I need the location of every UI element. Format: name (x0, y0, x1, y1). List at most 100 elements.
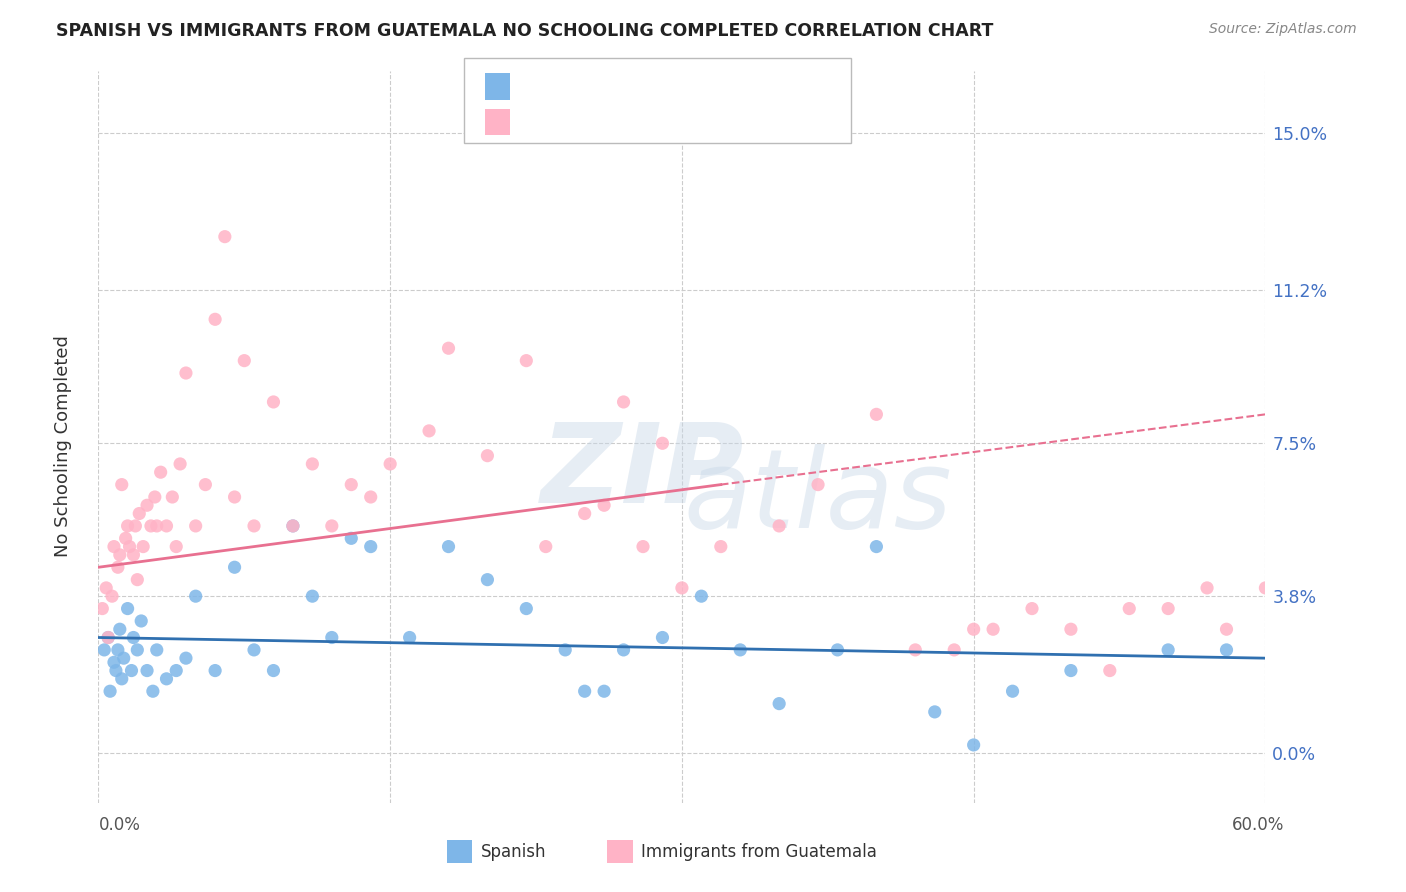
Point (612, 643, 634, 657)
Point (631, 540, 654, 554)
Text: 0.0%: 0.0% (98, 816, 141, 834)
Point (122, 631, 145, 645)
Point (1215, 643, 1237, 657)
Text: 0.260: 0.260 (567, 113, 630, 131)
Point (101, 589, 124, 603)
Point (730, 643, 752, 657)
Point (117, 519, 139, 533)
Point (360, 540, 382, 554)
Text: R =: R = (520, 78, 560, 95)
Text: SPANISH VS IMMIGRANTS FROM GUATEMALA NO SCHOOLING COMPLETED CORRELATION CHART: SPANISH VS IMMIGRANTS FROM GUATEMALA NO … (56, 22, 994, 40)
Point (224, 490, 246, 504)
Text: Source: ZipAtlas.com: Source: ZipAtlas.com (1209, 22, 1357, 37)
Point (1098, 664, 1121, 678)
Point (97, 631, 120, 645)
Point (107, 560, 129, 574)
Point (184, 589, 207, 603)
Point (174, 366, 197, 380)
Point (1060, 622, 1083, 636)
Point (612, 395, 634, 409)
Point (865, 540, 887, 554)
Point (122, 548, 145, 562)
Text: atlas: atlas (683, 443, 952, 550)
Point (184, 519, 207, 533)
Point (124, 519, 146, 533)
Point (127, 573, 149, 587)
Point (114, 532, 136, 546)
Point (103, 655, 125, 669)
Point (321, 519, 343, 533)
Point (1157, 601, 1180, 615)
Point (96, 581, 118, 595)
Point (204, 312, 226, 326)
Point (554, 643, 576, 657)
Point (93, 643, 115, 657)
Point (104, 664, 127, 678)
Point (162, 490, 184, 504)
Point (112, 651, 135, 665)
Point (904, 643, 927, 657)
Point (418, 424, 440, 438)
Point (962, 622, 984, 636)
Point (243, 519, 266, 533)
Text: N =: N = (658, 78, 697, 95)
Point (360, 490, 382, 504)
Point (224, 560, 246, 574)
Point (155, 672, 177, 686)
Point (204, 664, 226, 678)
Point (117, 601, 139, 615)
Point (121, 664, 143, 678)
Text: -0.063: -0.063 (567, 78, 631, 95)
Point (690, 589, 713, 603)
Point (574, 507, 596, 521)
Point (146, 519, 169, 533)
Point (281, 519, 304, 533)
Point (97, 631, 120, 645)
Point (262, 664, 284, 678)
Point (142, 684, 165, 698)
Point (671, 581, 693, 595)
Point (108, 622, 131, 636)
Point (139, 519, 162, 533)
Text: R =: R = (520, 113, 560, 131)
Point (165, 664, 187, 678)
Point (515, 601, 537, 615)
Point (111, 672, 134, 686)
Point (127, 643, 149, 657)
Point (214, 229, 236, 244)
Point (1001, 684, 1024, 698)
Point (136, 498, 159, 512)
Text: No Schooling Completed: No Schooling Completed (55, 335, 72, 557)
Point (943, 643, 966, 657)
Point (132, 540, 155, 554)
Point (1254, 581, 1277, 595)
Point (118, 540, 141, 554)
Point (128, 507, 150, 521)
Point (768, 519, 790, 533)
Point (129, 614, 152, 628)
Point (233, 353, 256, 368)
Point (398, 631, 420, 645)
Point (962, 738, 984, 752)
Text: 60.0%: 60.0% (1232, 816, 1285, 834)
Point (593, 684, 616, 698)
Point (437, 540, 460, 554)
Text: Immigrants from Guatemala: Immigrants from Guatemala (641, 843, 877, 861)
Point (710, 540, 733, 554)
Point (827, 643, 849, 657)
Point (865, 408, 887, 422)
Point (165, 540, 187, 554)
Text: N =: N = (658, 113, 697, 131)
Point (301, 589, 323, 603)
Point (1215, 622, 1237, 636)
Point (380, 457, 402, 471)
Point (340, 477, 363, 491)
Point (149, 465, 172, 479)
Point (174, 651, 197, 665)
Text: ZIP: ZIP (541, 418, 745, 525)
Point (1060, 664, 1083, 678)
Point (155, 519, 177, 533)
Point (243, 643, 266, 657)
Point (107, 643, 129, 657)
Point (143, 490, 166, 504)
